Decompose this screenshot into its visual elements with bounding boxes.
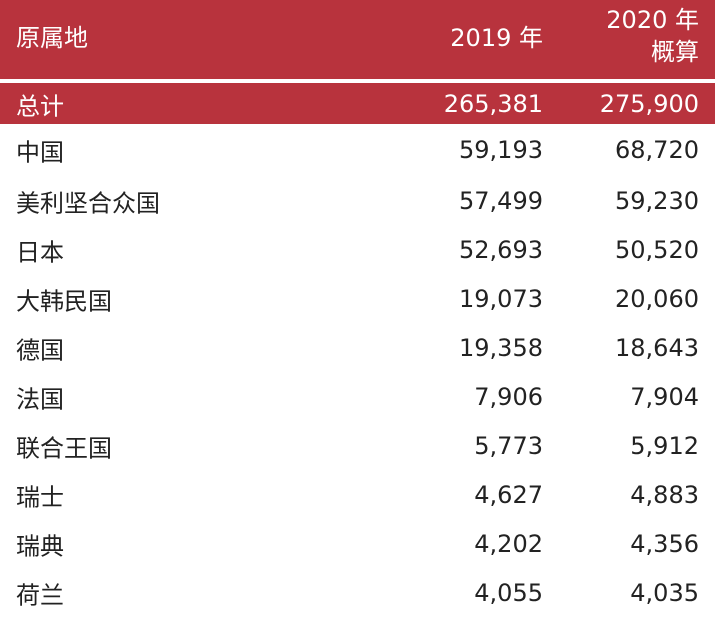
row-2019: 59,193 (459, 136, 543, 164)
header-2020: 2020 年 概算 (606, 4, 699, 68)
row-2020: 20,060 (615, 284, 699, 313)
total-2020: 275,900 (599, 89, 699, 118)
row-2019: 5,773 (474, 431, 543, 460)
row-2019: 7,906 (474, 382, 543, 411)
table-row: 瑞士 4,627 4,883 (0, 470, 715, 519)
table-row: 瑞典 4,202 4,356 (0, 519, 715, 568)
table-row: 法国 7,906 7,904 (0, 372, 715, 421)
table-row: 美利坚合众国 57,499 59,230 (0, 176, 715, 225)
row-2020: 7,904 (630, 382, 699, 411)
table-row: 荷兰 4,055 4,035 (0, 568, 715, 617)
row-origin: 中国 (16, 138, 64, 167)
row-origin: 瑞士 (16, 483, 64, 511)
row-origin: 大韩民国 (16, 287, 112, 315)
row-2019: 19,073 (459, 284, 543, 313)
total-label: 总计 (16, 92, 64, 120)
total-2019: 265,381 (443, 89, 543, 118)
row-origin: 法国 (16, 385, 64, 413)
table-row: 日本 52,693 50,520 (0, 225, 715, 274)
row-2019: 19,358 (459, 333, 543, 362)
row-2020: 4,883 (630, 480, 699, 509)
row-2020: 4,356 (630, 529, 699, 558)
row-2019: 52,693 (459, 235, 543, 264)
row-2019: 4,627 (474, 480, 543, 509)
row-2019: 4,055 (474, 578, 543, 607)
row-2020: 5,912 (630, 431, 699, 460)
row-origin: 美利坚合众国 (16, 189, 160, 217)
header-2019: 2019 年 (450, 24, 543, 52)
row-2019: 4,202 (474, 529, 543, 558)
table-row: 德国 19,358 18,643 (0, 323, 715, 372)
row-origin: 日本 (16, 238, 64, 266)
header-2020-year: 2020 年 (606, 6, 699, 34)
table-header: 原属地 2019 年 2020 年 概算 (0, 0, 715, 79)
header-2020-estimate: 概算 (651, 38, 699, 66)
row-2020: 4,035 (630, 578, 699, 607)
row-origin: 德国 (16, 336, 64, 364)
total-row: 总计 265,381 275,900 (0, 83, 715, 124)
table-row: 中国 59,193 68,720 (0, 124, 715, 176)
row-origin: 荷兰 (16, 581, 64, 609)
header-origin: 原属地 (16, 24, 88, 52)
table-row: 大韩民国 19,073 20,060 (0, 274, 715, 323)
row-2020: 59,230 (615, 186, 699, 215)
row-origin: 瑞典 (16, 532, 64, 560)
row-2020: 50,520 (615, 235, 699, 264)
row-2020: 18,643 (615, 333, 699, 362)
row-2019: 57,499 (459, 186, 543, 215)
row-origin: 联合王国 (16, 434, 112, 462)
header-divider (0, 79, 715, 83)
table-row: 联合王国 5,773 5,912 (0, 421, 715, 470)
row-2020: 68,720 (615, 136, 699, 164)
